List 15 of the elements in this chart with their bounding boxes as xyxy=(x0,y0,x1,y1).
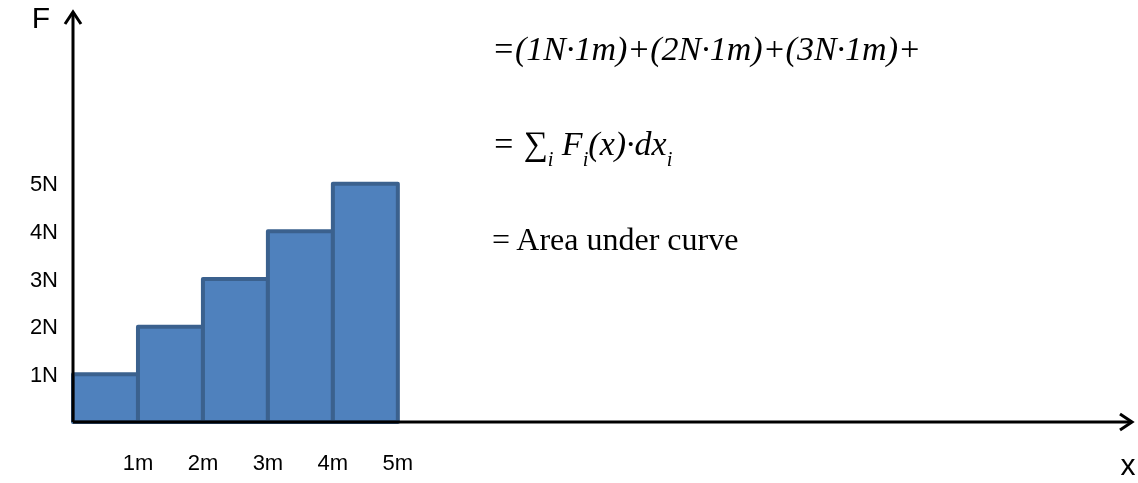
y-tick-label: 4N xyxy=(29,219,58,244)
x-tick-label: 4m xyxy=(317,450,349,475)
x-tick-label: 2m xyxy=(187,450,219,475)
x-tick-label: 5m xyxy=(382,450,414,475)
x-tick-label: 1m xyxy=(122,450,154,475)
y-tick-label: 5N xyxy=(29,171,58,197)
x-tick-label: 3m xyxy=(252,450,284,475)
y-tick-label: 3N xyxy=(29,266,58,292)
y-axis-title: F xyxy=(31,1,50,34)
annotation: = Area under curve xyxy=(492,221,739,257)
annotation: =(1N·1m)+(2N·1m)+(3N·1m)+ xyxy=(492,30,921,68)
x-axis-title: x xyxy=(1120,448,1136,481)
annotation: = ∑$_{i}$ F$_{i}$(x)·dx$_{i}$ xyxy=(492,125,673,170)
y-tick-label: 2N xyxy=(29,314,58,340)
y-tick-label: 1N xyxy=(29,362,58,388)
